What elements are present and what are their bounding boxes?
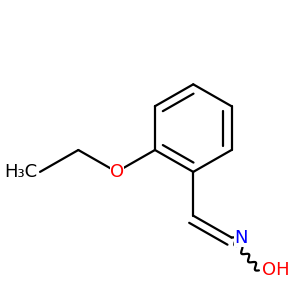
Text: OH: OH — [262, 261, 289, 279]
Text: N: N — [234, 229, 248, 247]
Text: H₃C: H₃C — [4, 163, 37, 181]
Text: O: O — [110, 163, 124, 181]
